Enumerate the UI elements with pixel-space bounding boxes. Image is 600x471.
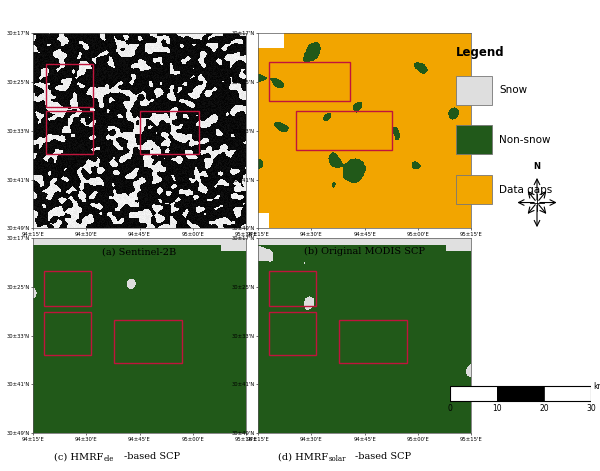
Text: 0: 0 <box>448 404 452 414</box>
Bar <box>456 76 492 105</box>
Bar <box>269 271 316 306</box>
Text: km: km <box>593 382 600 391</box>
Bar <box>269 62 350 101</box>
Text: N: N <box>533 162 541 171</box>
Text: 30: 30 <box>586 404 596 414</box>
Text: Data gaps: Data gaps <box>499 185 553 195</box>
Bar <box>46 64 92 107</box>
Bar <box>456 175 492 204</box>
Bar <box>44 312 91 355</box>
Text: -based SCP: -based SCP <box>125 452 181 461</box>
Text: 10: 10 <box>492 404 502 414</box>
Text: (c) HMRF: (c) HMRF <box>54 452 103 461</box>
Bar <box>296 111 392 150</box>
Text: ele: ele <box>103 455 114 463</box>
Text: (d) HMRF: (d) HMRF <box>278 452 329 461</box>
Text: solar: solar <box>329 455 346 463</box>
Bar <box>456 125 492 154</box>
Bar <box>139 111 199 154</box>
Bar <box>339 320 407 363</box>
Bar <box>114 320 182 363</box>
Text: -based SCP: -based SCP <box>355 452 412 461</box>
Text: (b) Original MODIS SCP: (b) Original MODIS SCP <box>304 247 425 256</box>
Bar <box>44 271 91 306</box>
Text: Snow: Snow <box>499 85 527 95</box>
Text: (a) Sentinel-2B: (a) Sentinel-2B <box>103 247 176 256</box>
Text: Non-snow: Non-snow <box>499 135 551 145</box>
Text: 20: 20 <box>539 404 549 414</box>
Bar <box>46 111 92 154</box>
Text: Legend: Legend <box>456 47 505 59</box>
Bar <box>269 312 316 355</box>
